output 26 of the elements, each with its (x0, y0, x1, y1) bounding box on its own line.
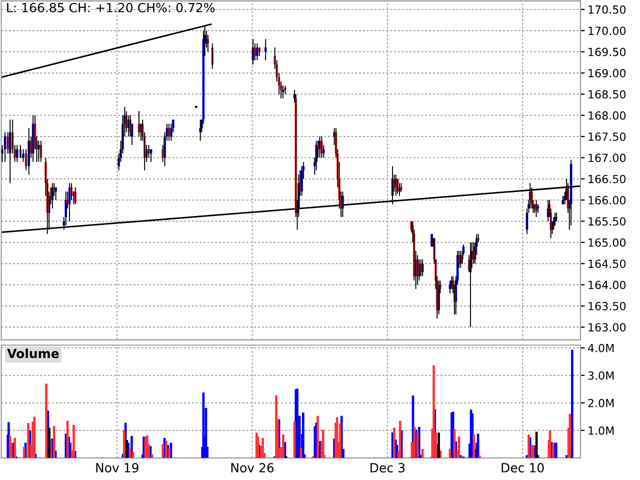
y-tick-label: 3.0M (588, 371, 614, 380)
y-tick-label: 169.00 (588, 68, 626, 78)
y-tick-label: 4.0M (588, 344, 614, 352)
y-tick-label: 167.00 (588, 154, 626, 162)
y-tick-label: 166.00 (588, 196, 626, 204)
x-tick-label: Nov 19 (96, 463, 138, 472)
y-tick-label: 1.0M (588, 426, 614, 435)
y-tick-label: 163.50 (588, 302, 626, 310)
chart-title: Volume (7, 348, 59, 358)
y-tick-label: 168.50 (588, 90, 626, 99)
y-tick-label: 170.00 (588, 26, 626, 35)
y-tick-label: 170.50 (588, 5, 626, 14)
x-tick-label: Nov 26 (231, 463, 274, 472)
y-tick-label: 168.00 (588, 111, 626, 120)
y-tick-label: 165.50 (588, 217, 626, 226)
y-tick-label: 167.50 (588, 132, 626, 141)
y-tick-label: 165.00 (588, 238, 626, 247)
y-tick-label: 2.0M (588, 398, 614, 408)
y-tick-label: 164.50 (588, 260, 626, 268)
annotation: L: 166.85 CH: +1.20 CH%: 0.72% (7, 2, 215, 12)
y-tick-label: 169.50 (588, 48, 626, 56)
y-tick-label: 163.00 (588, 323, 626, 332)
x-tick-label: Dec 10 (502, 463, 544, 472)
x-tick-label: Dec 3 (370, 463, 404, 472)
y-tick-label: 166.50 (588, 174, 626, 184)
y-tick-label: 164.00 (588, 280, 626, 290)
